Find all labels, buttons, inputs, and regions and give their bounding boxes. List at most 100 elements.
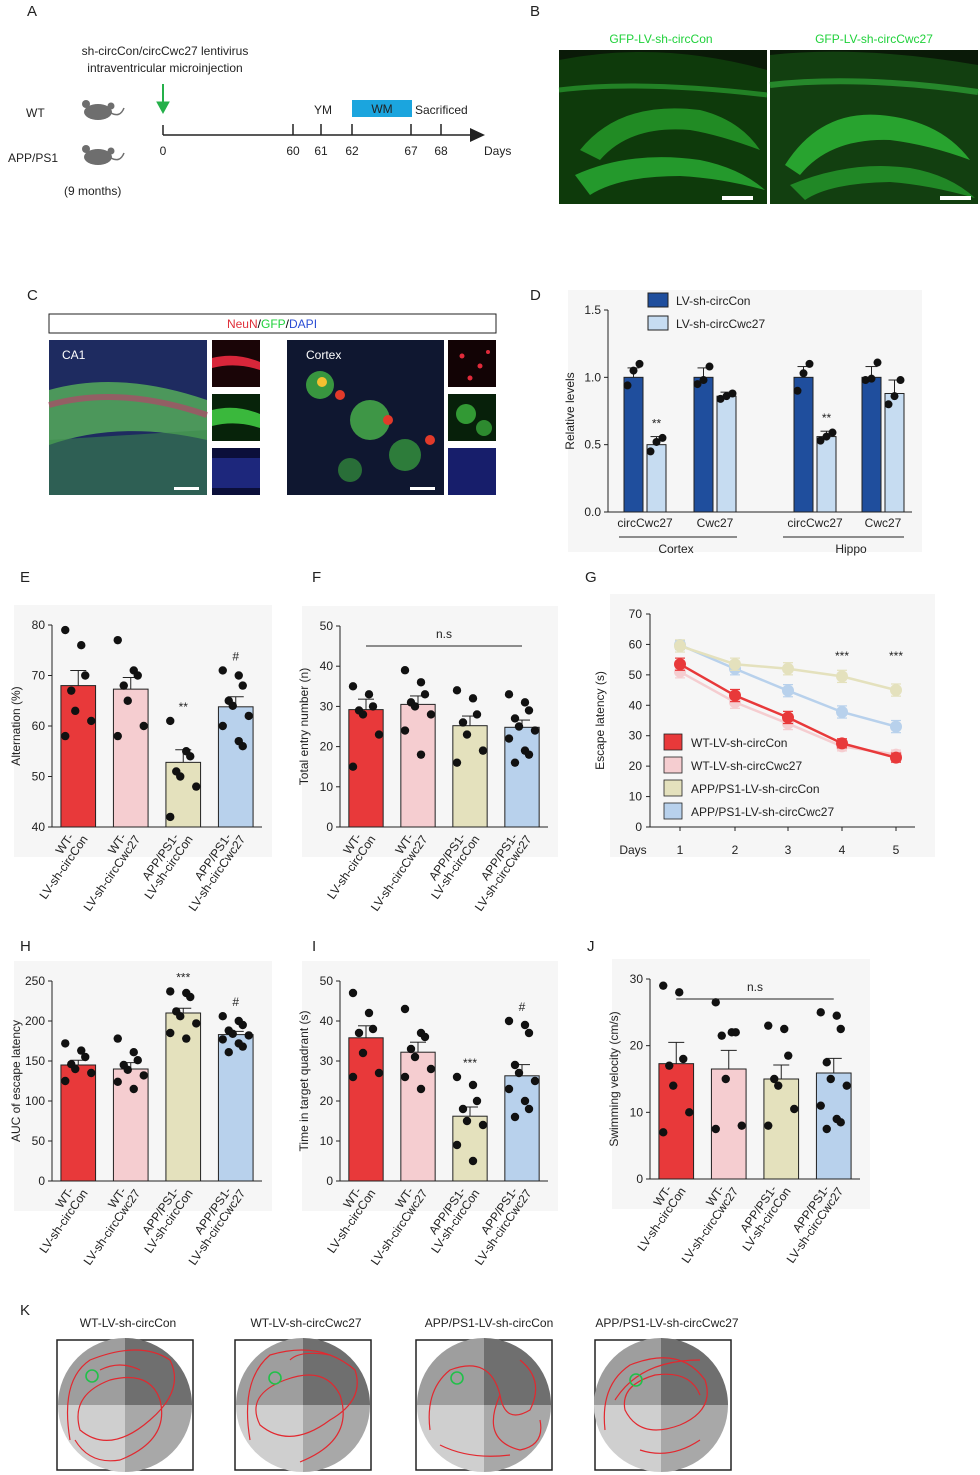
bar <box>815 1072 852 1180</box>
platform-marker <box>268 1371 282 1385</box>
significance-label: ** <box>822 411 832 425</box>
data-point <box>721 1074 730 1084</box>
data-point <box>416 1084 426 1094</box>
data-point <box>406 1044 416 1054</box>
data-point <box>348 1072 358 1082</box>
data-point <box>133 1056 142 1065</box>
panel-letter-k: K <box>20 1302 30 1319</box>
data-point <box>218 666 227 675</box>
y-tick-label: 0 <box>38 1174 45 1188</box>
data-point <box>468 1080 478 1090</box>
data-point <box>836 705 848 718</box>
data-point <box>452 1140 462 1150</box>
data-point <box>658 433 667 442</box>
legend-swatch <box>663 802 683 820</box>
pool-quadrants <box>417 1338 551 1472</box>
data-point <box>61 731 70 741</box>
data-point <box>510 758 520 767</box>
image-label-cortex: Cortex <box>306 348 341 362</box>
data-point <box>717 1031 726 1040</box>
timeline-title-line1: sh-circCon/circCwc27 lentivirus <box>82 44 249 58</box>
data-point <box>348 762 358 771</box>
data-point <box>77 641 86 650</box>
region-label: Hippo <box>835 542 867 556</box>
stain-legend-dapi: DAPI <box>289 317 317 331</box>
data-point <box>416 678 426 687</box>
legend-swatch <box>647 315 669 331</box>
y-tick-label: 0 <box>636 1172 643 1186</box>
image-cortex-channels <box>448 340 496 495</box>
data-point <box>836 737 848 750</box>
bar <box>693 376 714 513</box>
data-point <box>186 992 195 1002</box>
y-tick-label: 30 <box>320 1054 334 1068</box>
legend-swatch <box>663 756 683 774</box>
group-label-app: APP/PS1 <box>8 151 58 165</box>
data-point <box>799 369 808 378</box>
days-label: Days <box>484 144 511 158</box>
data-point <box>504 734 514 743</box>
data-point <box>770 1074 779 1084</box>
legend-label: WT-LV-sh-circCon <box>691 736 787 750</box>
data-point <box>780 1024 789 1034</box>
data-point <box>793 386 802 395</box>
timeline-tick-label: 60 <box>286 144 300 158</box>
x-axis-label: Days <box>619 843 646 857</box>
significance-label: ** <box>652 417 662 431</box>
data-point <box>873 358 882 367</box>
data-point <box>368 702 378 711</box>
significance-label: *** <box>463 1056 477 1070</box>
bar <box>861 376 882 513</box>
legend-label: APP/PS1-LV-sh-circCwc27 <box>691 805 834 819</box>
data-point <box>238 681 247 690</box>
image-ca1-channels <box>212 340 260 495</box>
data-point <box>842 1081 851 1090</box>
data-point <box>452 1072 462 1082</box>
y-tick-label: 50 <box>32 770 46 784</box>
swim-path <box>603 1357 708 1454</box>
timeline-tick-label: 67 <box>404 144 418 158</box>
swim-path-title: WT-LV-sh-circCon <box>80 1316 176 1330</box>
stain-legend-box <box>48 313 497 334</box>
panel-letter-f: F <box>312 569 321 586</box>
x-tick-label: 1 <box>677 843 684 857</box>
data-point <box>218 1035 227 1044</box>
y-tick-label: 10 <box>629 790 643 804</box>
data-point <box>774 1081 783 1090</box>
data-point <box>129 1084 138 1094</box>
data-point <box>728 389 737 398</box>
data-point <box>468 694 478 703</box>
y-tick-label: 1.5 <box>584 303 601 317</box>
x-tick-label: 3 <box>785 843 792 857</box>
y-tick-label: 60 <box>32 719 46 733</box>
stain-legend-neun: NeuN <box>227 317 258 331</box>
data-point <box>867 374 876 383</box>
bar <box>112 688 149 828</box>
panel-letter-c: C <box>27 287 38 304</box>
data-point <box>679 1054 688 1064</box>
y-tick-label: 30 <box>629 729 643 743</box>
data-point <box>646 447 655 456</box>
data-point <box>716 394 725 403</box>
y-tick-label: 20 <box>630 1039 644 1053</box>
y-tick-label: 50 <box>320 974 334 988</box>
y-tick-label: 40 <box>320 1014 334 1028</box>
data-point <box>182 1034 191 1043</box>
data-point <box>244 711 253 721</box>
bar <box>348 1037 384 1182</box>
pool-quadrants <box>594 1338 728 1472</box>
significance-label: *** <box>176 970 190 984</box>
data-point <box>890 684 902 697</box>
data-point <box>166 987 175 996</box>
data-point <box>805 359 814 368</box>
y-tick-label: 70 <box>32 669 46 683</box>
y-tick-label: 200 <box>25 1014 45 1028</box>
data-point <box>139 1071 148 1080</box>
age-label: (9 months) <box>64 184 121 198</box>
data-point <box>822 432 831 441</box>
data-point <box>368 1024 378 1034</box>
swim-path-title: WT-LV-sh-circCwc27 <box>250 1316 361 1330</box>
data-point <box>192 782 201 791</box>
data-point <box>176 772 185 781</box>
swim-path <box>428 1359 542 1457</box>
